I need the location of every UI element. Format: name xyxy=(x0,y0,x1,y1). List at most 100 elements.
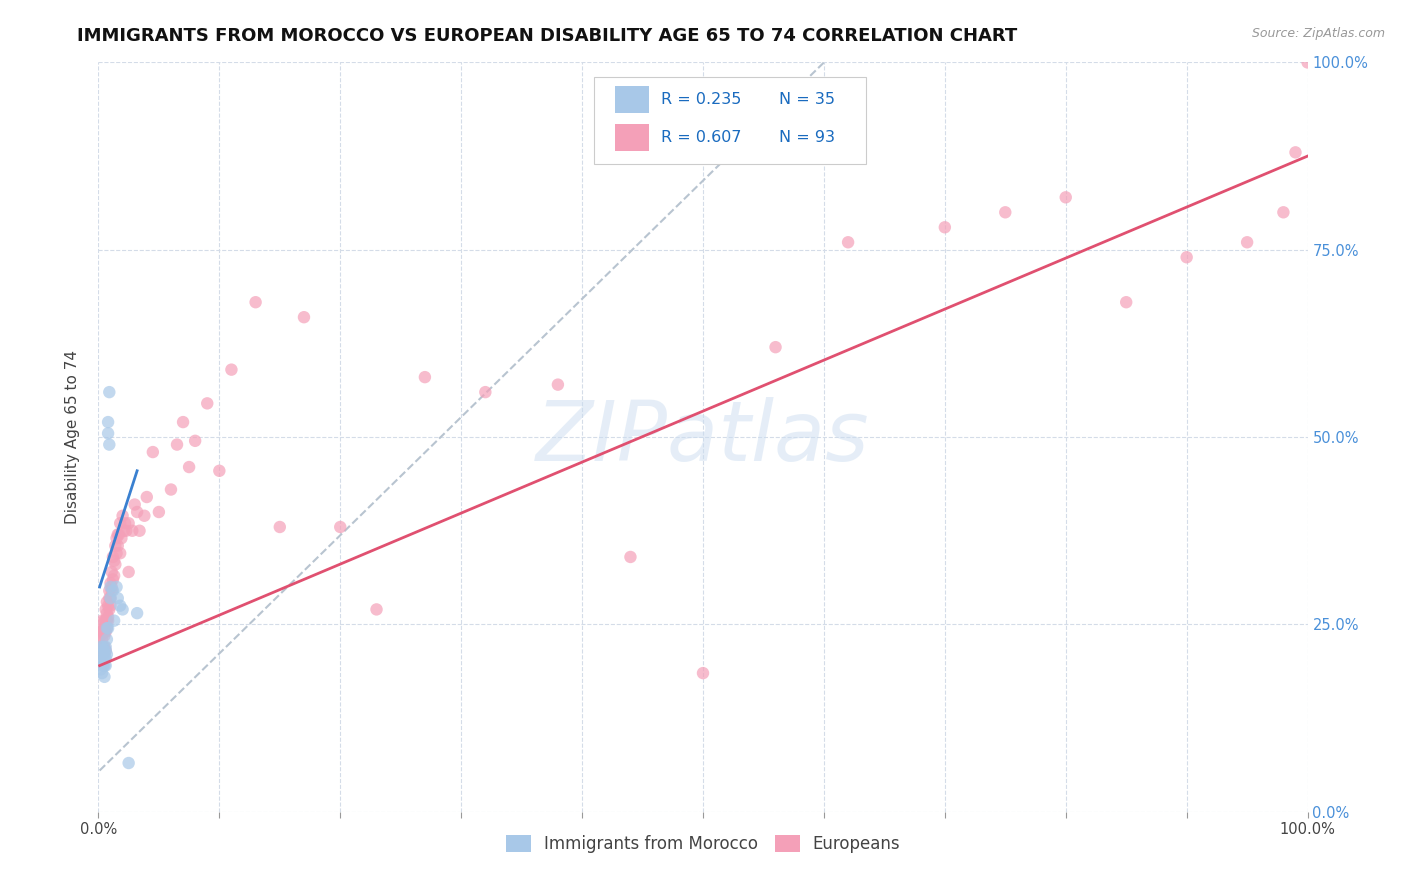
Point xyxy=(97,599,120,613)
Point xyxy=(127,505,149,519)
Point xyxy=(98,583,121,598)
Point xyxy=(1115,295,1137,310)
Point xyxy=(1236,235,1258,250)
Point xyxy=(100,599,122,613)
Point xyxy=(118,516,141,531)
Point xyxy=(104,558,127,572)
Point xyxy=(366,602,388,616)
Point xyxy=(94,602,117,616)
Point xyxy=(100,583,122,598)
Point xyxy=(91,648,114,662)
Point xyxy=(108,527,131,541)
Point xyxy=(93,614,115,628)
Point xyxy=(91,640,114,654)
Point xyxy=(91,655,114,669)
Point xyxy=(97,426,120,441)
Point xyxy=(112,524,135,538)
Point xyxy=(105,531,128,545)
Point xyxy=(101,573,124,587)
Point xyxy=(118,756,141,770)
Point xyxy=(208,464,231,478)
Point xyxy=(121,524,143,538)
Legend: Immigrants from Morocco, Europeans: Immigrants from Morocco, Europeans xyxy=(499,828,907,860)
Point xyxy=(97,415,120,429)
Point xyxy=(134,508,156,523)
Point xyxy=(90,648,112,662)
Point xyxy=(96,621,118,635)
Point xyxy=(91,614,114,628)
Point xyxy=(107,527,129,541)
Point xyxy=(135,490,157,504)
Point xyxy=(184,434,207,448)
Point xyxy=(93,621,115,635)
Point xyxy=(91,648,114,662)
Text: R = 0.235: R = 0.235 xyxy=(661,93,741,107)
Point xyxy=(89,640,111,654)
Point xyxy=(142,445,165,459)
Point xyxy=(97,614,120,628)
Y-axis label: Disability Age 65 to 74: Disability Age 65 to 74 xyxy=(65,350,80,524)
Point xyxy=(108,546,131,560)
Point xyxy=(100,565,122,579)
Point xyxy=(100,576,122,591)
Point xyxy=(1284,145,1306,160)
Point xyxy=(111,602,134,616)
Point xyxy=(105,546,128,560)
FancyBboxPatch shape xyxy=(614,87,648,113)
Point xyxy=(292,310,315,325)
Point xyxy=(195,396,218,410)
Point xyxy=(91,658,114,673)
Point xyxy=(97,621,120,635)
Point xyxy=(94,624,117,639)
Point xyxy=(93,658,115,673)
Point xyxy=(93,670,115,684)
Point xyxy=(100,580,122,594)
Point xyxy=(110,531,132,545)
Point xyxy=(96,621,118,635)
Point xyxy=(1296,55,1319,70)
Point xyxy=(108,599,131,613)
FancyBboxPatch shape xyxy=(595,78,866,163)
Point xyxy=(115,524,138,538)
Point xyxy=(934,220,956,235)
Point xyxy=(101,583,124,598)
Point xyxy=(94,614,117,628)
Point xyxy=(619,549,641,564)
Point xyxy=(245,295,267,310)
Point xyxy=(93,648,115,662)
Point xyxy=(111,508,134,523)
Point xyxy=(94,643,117,657)
Point xyxy=(329,520,352,534)
Point xyxy=(103,554,125,568)
Point xyxy=(93,640,115,654)
Point xyxy=(103,568,125,582)
Point xyxy=(90,624,112,639)
Point xyxy=(413,370,436,384)
Point xyxy=(104,539,127,553)
Point xyxy=(93,624,115,639)
Point xyxy=(91,632,114,647)
Point xyxy=(91,624,114,639)
Point xyxy=(107,591,129,606)
Point xyxy=(1175,250,1198,264)
Point xyxy=(128,524,150,538)
Point xyxy=(91,643,114,657)
Point xyxy=(160,483,183,497)
Point xyxy=(97,610,120,624)
Point xyxy=(91,640,114,654)
Point xyxy=(837,235,859,250)
Point xyxy=(547,377,569,392)
Point xyxy=(96,606,118,620)
Text: N = 35: N = 35 xyxy=(779,93,835,107)
Point xyxy=(94,651,117,665)
Point xyxy=(91,640,114,654)
Point xyxy=(96,648,118,662)
Point xyxy=(114,516,136,531)
Point xyxy=(96,614,118,628)
Text: IMMIGRANTS FROM MOROCCO VS EUROPEAN DISABILITY AGE 65 TO 74 CORRELATION CHART: IMMIGRANTS FROM MOROCCO VS EUROPEAN DISA… xyxy=(77,27,1018,45)
Point xyxy=(100,580,122,594)
FancyBboxPatch shape xyxy=(614,124,648,151)
Point xyxy=(166,437,188,451)
Point xyxy=(103,614,125,628)
Point xyxy=(148,505,170,519)
